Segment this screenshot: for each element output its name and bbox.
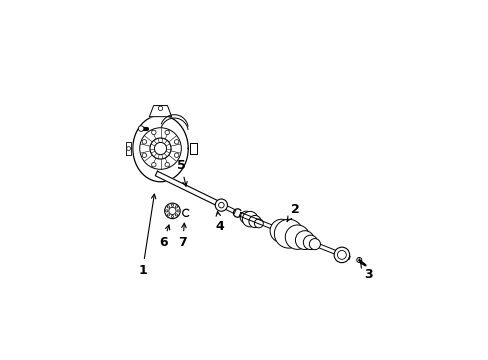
Text: 7: 7 (178, 223, 187, 249)
Polygon shape (239, 212, 339, 256)
Polygon shape (155, 171, 221, 207)
Circle shape (158, 106, 163, 111)
Circle shape (171, 204, 173, 206)
Circle shape (333, 247, 349, 263)
Circle shape (150, 138, 171, 159)
Circle shape (248, 215, 261, 228)
Circle shape (218, 202, 224, 208)
Circle shape (126, 147, 130, 150)
Text: 3: 3 (360, 263, 372, 281)
Text: 5: 5 (177, 159, 187, 186)
Circle shape (269, 219, 293, 243)
Circle shape (175, 214, 177, 216)
Circle shape (242, 211, 257, 227)
Polygon shape (220, 203, 235, 213)
Circle shape (337, 251, 346, 259)
Circle shape (167, 206, 169, 208)
Circle shape (171, 216, 173, 218)
Polygon shape (133, 115, 188, 182)
Circle shape (215, 199, 227, 211)
Circle shape (309, 239, 320, 249)
Circle shape (174, 140, 179, 144)
Circle shape (165, 210, 167, 212)
Circle shape (138, 126, 143, 131)
Circle shape (164, 130, 169, 135)
Circle shape (174, 153, 179, 157)
Circle shape (154, 143, 166, 155)
Polygon shape (189, 143, 196, 154)
Polygon shape (149, 105, 171, 117)
Text: 1: 1 (138, 194, 156, 277)
Circle shape (177, 210, 179, 212)
Circle shape (151, 162, 156, 167)
Text: 4: 4 (215, 212, 224, 233)
Circle shape (142, 140, 146, 144)
Circle shape (254, 219, 263, 228)
Circle shape (303, 235, 317, 249)
Circle shape (164, 203, 180, 219)
Circle shape (285, 225, 309, 249)
Circle shape (164, 162, 169, 167)
Circle shape (142, 153, 146, 157)
Circle shape (168, 207, 176, 215)
Text: 2: 2 (286, 203, 299, 221)
Circle shape (175, 206, 177, 208)
Text: 6: 6 (159, 225, 169, 249)
Circle shape (167, 214, 169, 216)
Circle shape (240, 211, 252, 223)
Polygon shape (341, 253, 349, 260)
Circle shape (356, 257, 361, 262)
Circle shape (151, 130, 156, 135)
Circle shape (274, 219, 303, 248)
Circle shape (295, 231, 314, 249)
Polygon shape (125, 141, 131, 156)
Circle shape (140, 128, 181, 169)
